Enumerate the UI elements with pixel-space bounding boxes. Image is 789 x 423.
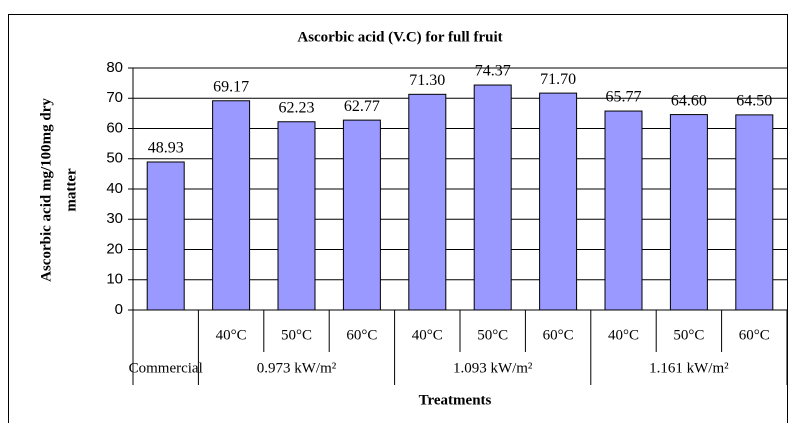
value-label: 74.37 — [475, 63, 511, 80]
y-tick-label: 50 — [106, 150, 123, 167]
bar — [735, 114, 774, 311]
value-label: 64.50 — [736, 93, 772, 110]
y-tick-label: 10 — [106, 271, 123, 288]
y-axis-title: Ascorbic acid mg/100mg dry — [38, 98, 54, 282]
y-tick-label: 40 — [106, 180, 123, 197]
y-tick-label: 0 — [115, 301, 123, 318]
value-label: 69.17 — [213, 78, 249, 95]
x-tick-label: 40°C — [608, 327, 639, 343]
x-tick-label: 40°C — [412, 327, 443, 343]
group-label: 0.973 kW/m² — [257, 360, 337, 376]
y-tick-label: 20 — [106, 240, 123, 257]
x-tick-label: 60°C — [543, 327, 574, 343]
x-tick-label: 40°C — [216, 327, 247, 343]
bar — [212, 100, 251, 311]
y-tick-label: 30 — [106, 210, 123, 227]
value-label: 65.77 — [606, 89, 642, 106]
bar — [277, 121, 316, 311]
value-label: 48.93 — [148, 140, 184, 157]
group-label: Commercial — [129, 360, 203, 376]
bar — [669, 114, 708, 311]
y-axis-title: matter — [63, 168, 79, 212]
bar — [604, 110, 643, 311]
y-tick-label: 80 — [106, 59, 123, 76]
chart-title: Ascorbic acid (V.C) for full fruit — [297, 29, 502, 45]
value-label: 62.77 — [344, 98, 380, 115]
bar — [342, 119, 381, 311]
value-label: 71.30 — [409, 72, 445, 89]
bar — [408, 93, 447, 311]
x-tick-label: 50°C — [477, 327, 508, 343]
bar — [473, 84, 512, 311]
x-tick-label: 50°C — [673, 327, 704, 343]
group-label: 1.161 kW/m² — [649, 360, 729, 376]
bar — [539, 92, 578, 311]
bar — [146, 161, 185, 311]
y-tick-label: 70 — [106, 89, 123, 106]
x-tick-label: 60°C — [739, 327, 770, 343]
x-tick-label: 60°C — [346, 327, 377, 343]
value-label: 71.70 — [540, 71, 576, 88]
x-tick-label: 50°C — [281, 327, 312, 343]
y-tick-label: 60 — [106, 119, 123, 136]
x-axis-title: Treatments — [419, 392, 492, 408]
value-label: 64.60 — [671, 92, 707, 109]
value-label: 62.23 — [279, 99, 315, 116]
group-label: 1.093 kW/m² — [453, 360, 533, 376]
